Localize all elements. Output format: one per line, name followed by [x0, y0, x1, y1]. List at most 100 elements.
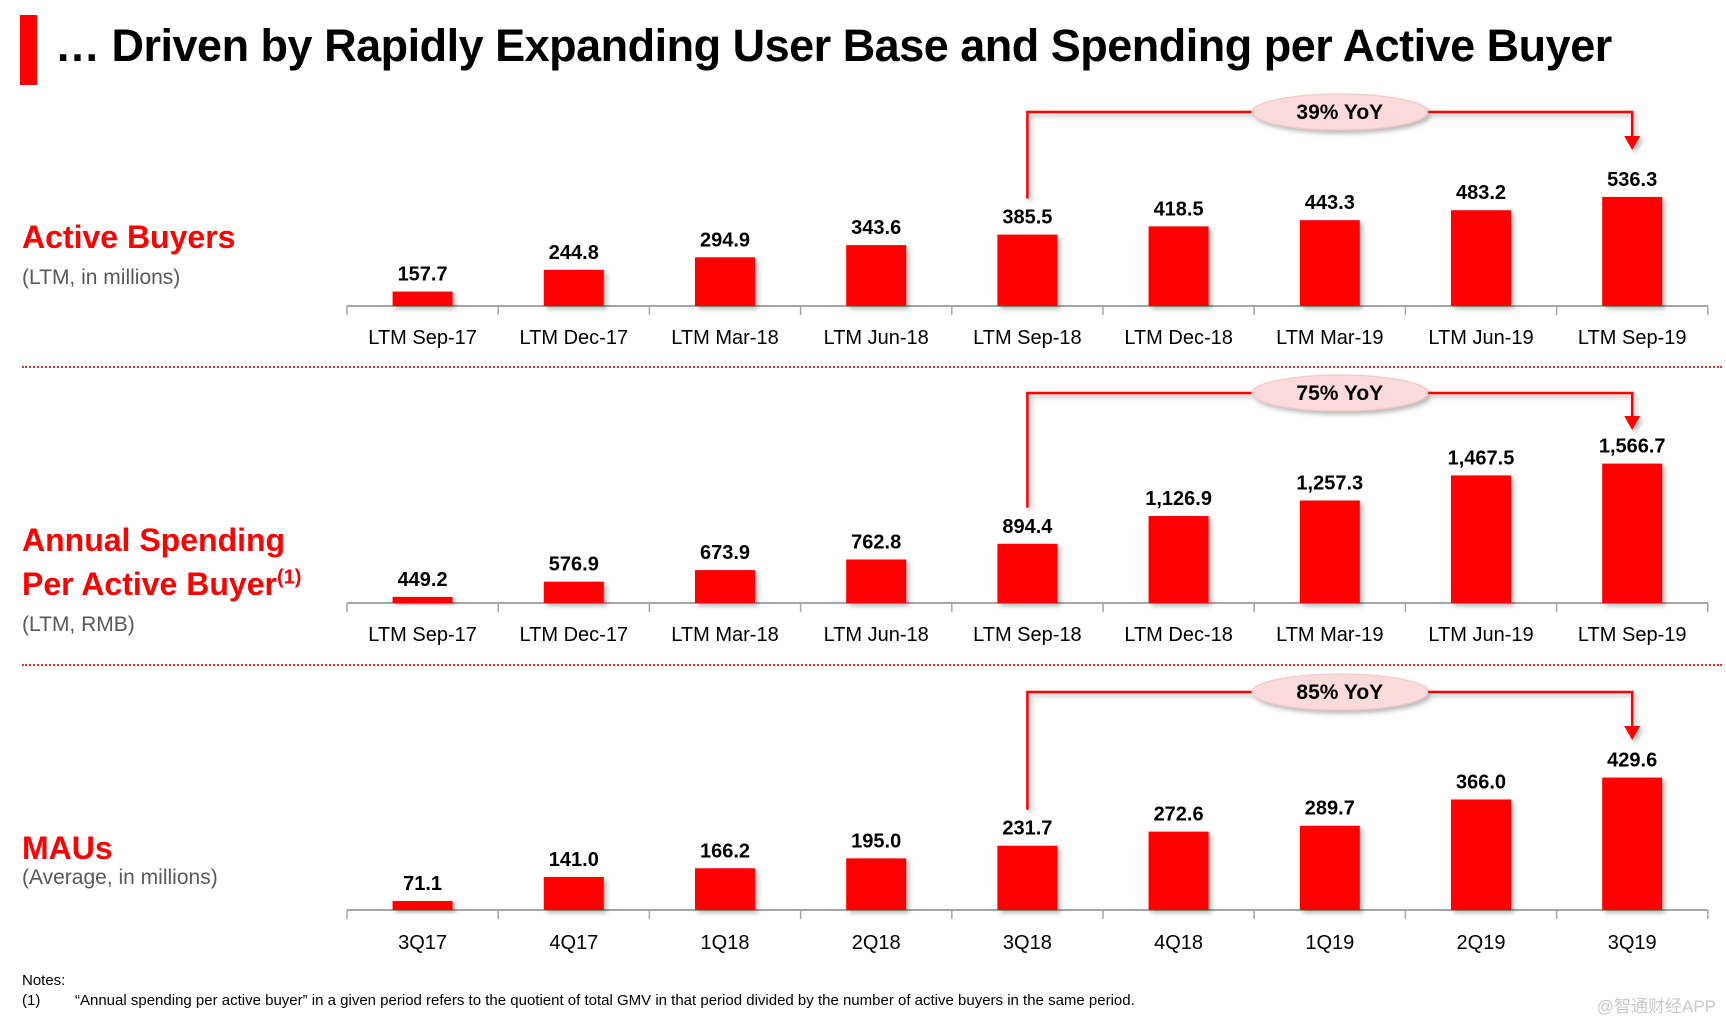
x-tick-label: LTM Jun-19 — [1428, 624, 1533, 646]
data-label: 443.3 — [1305, 192, 1355, 214]
x-tick-label: 3Q17 — [398, 932, 447, 954]
bar — [1148, 226, 1209, 306]
x-tick-label: 3Q18 — [1003, 932, 1052, 954]
bar — [997, 845, 1058, 910]
bar — [1148, 516, 1209, 603]
x-tick-label: LTM Sep-18 — [973, 327, 1082, 349]
section-title-text: Active Buyers — [22, 219, 236, 255]
bar — [1451, 475, 1511, 603]
bar — [1299, 500, 1360, 603]
data-label: 272.6 — [1154, 804, 1204, 826]
page-title: … Driven by Rapidly Expanding User Base … — [55, 20, 1612, 71]
yoy-pill — [1251, 374, 1429, 412]
data-label: 141.0 — [549, 849, 599, 871]
data-label: 195.0 — [851, 830, 901, 852]
x-tick-label: LTM Sep-17 — [368, 624, 477, 646]
section-title-line2: Per Active Buyer(1) — [22, 562, 301, 606]
bar — [392, 901, 453, 910]
data-label: 429.6 — [1607, 750, 1657, 772]
bar — [392, 291, 453, 306]
yoy-pill — [1251, 93, 1429, 131]
bar — [1451, 210, 1511, 306]
bar — [543, 581, 604, 603]
x-tick-label: LTM Dec-18 — [1124, 624, 1233, 646]
x-tick-label: LTM Sep-19 — [1578, 624, 1687, 646]
bar — [695, 868, 755, 910]
section-subtitle-maus: (Average, in millions) — [22, 866, 218, 889]
data-label: 343.6 — [851, 217, 901, 239]
data-label: 1,467.5 — [1448, 447, 1515, 469]
data-label: 673.9 — [700, 542, 750, 564]
bar — [1602, 196, 1663, 306]
data-label: 576.9 — [549, 554, 599, 576]
x-tick-label: LTM Dec-18 — [1124, 327, 1233, 349]
x-tick-label: LTM Mar-18 — [671, 624, 778, 646]
x-tick-label: 3Q19 — [1608, 932, 1657, 954]
x-tick-label: LTM Mar-19 — [1276, 624, 1383, 646]
bar — [1602, 463, 1663, 603]
data-label: 71.1 — [403, 873, 442, 895]
bar — [1602, 777, 1663, 910]
section-subtitle-active-buyers: (LTM, in millions) — [22, 266, 181, 289]
x-tick-label: LTM Mar-19 — [1276, 327, 1383, 349]
notes-heading: Notes: — [22, 972, 66, 989]
data-label: 157.7 — [398, 264, 448, 286]
section-divider — [22, 366, 1722, 368]
data-label: 1,257.3 — [1296, 472, 1363, 494]
x-tick-label: LTM Mar-18 — [671, 327, 778, 349]
yoy-label: 85% YoY — [1296, 681, 1383, 704]
chart-panel-1: 157.7 LTM Sep-17 244.8 LTM Dec-17 294.9 LTM M… — [346, 93, 1709, 349]
bar — [846, 559, 907, 603]
bar — [543, 269, 604, 306]
data-label: 536.3 — [1607, 169, 1657, 191]
bar — [997, 234, 1058, 306]
x-tick-label: 1Q18 — [701, 932, 750, 954]
x-tick-label: 4Q18 — [1154, 932, 1203, 954]
arrow-down-icon — [1624, 416, 1641, 430]
bar — [695, 570, 755, 603]
section-divider — [22, 664, 1722, 666]
yoy-label: 39% YoY — [1296, 101, 1383, 124]
x-tick-label: 1Q19 — [1305, 932, 1354, 954]
x-tick-label: LTM Jun-18 — [824, 327, 929, 349]
section-title-line1: Annual Spending — [22, 522, 286, 558]
section-title-maus: MAUs — [22, 826, 113, 870]
x-tick-label: 4Q17 — [549, 932, 598, 954]
x-tick-label: 2Q18 — [852, 932, 901, 954]
x-tick-label: LTM Sep-17 — [368, 327, 477, 349]
data-label: 366.0 — [1456, 771, 1506, 793]
data-label: 1,126.9 — [1145, 488, 1212, 510]
section-title-line2-text: Per Active Buyer — [22, 566, 277, 602]
data-label: 762.8 — [851, 531, 901, 553]
bar — [1299, 220, 1360, 306]
data-label: 231.7 — [1002, 818, 1052, 840]
watermark: @智通财经APP — [1596, 997, 1716, 1016]
data-label: 1,566.7 — [1599, 436, 1666, 458]
data-label: 483.2 — [1456, 182, 1506, 204]
bar — [846, 858, 907, 910]
chart-panel-3: 71.1 3Q17 141.0 4Q17 166.2 1Q18 195.0 2Q18 231.7… — [346, 673, 1709, 954]
yoy-annotation — [1026, 673, 1641, 810]
bar — [1148, 831, 1209, 910]
bar — [543, 876, 604, 910]
yoy-pill — [1251, 673, 1429, 711]
footnote-marker: (1) — [276, 566, 302, 589]
bar — [1451, 799, 1511, 910]
note-text: “Annual spending per active buyer” in a … — [75, 992, 1135, 1009]
data-label: 894.4 — [1002, 516, 1053, 538]
x-tick-label: LTM Sep-19 — [1578, 327, 1687, 349]
x-tick-label: 2Q19 — [1457, 932, 1506, 954]
note-item: (1) “Annual spending per active buyer” in… — [22, 992, 1135, 1009]
section-title-text: MAUs — [22, 830, 113, 866]
section-subtitle-annual-spending: (LTM, RMB) — [22, 613, 135, 636]
x-tick-label: LTM Sep-18 — [973, 624, 1082, 646]
x-tick-label: LTM Jun-19 — [1428, 327, 1533, 349]
bar — [846, 245, 907, 306]
chart-panel-2: 449.2 LTM Sep-17 576.9 LTM Dec-17 673.9 LTM M… — [346, 374, 1709, 646]
note-marker: (1) — [22, 992, 41, 1009]
arrow-down-icon — [1624, 136, 1641, 150]
x-tick-label: LTM Jun-18 — [824, 624, 929, 646]
data-label: 289.7 — [1305, 798, 1355, 820]
bar — [1299, 825, 1360, 910]
yoy-annotation — [1026, 374, 1641, 508]
